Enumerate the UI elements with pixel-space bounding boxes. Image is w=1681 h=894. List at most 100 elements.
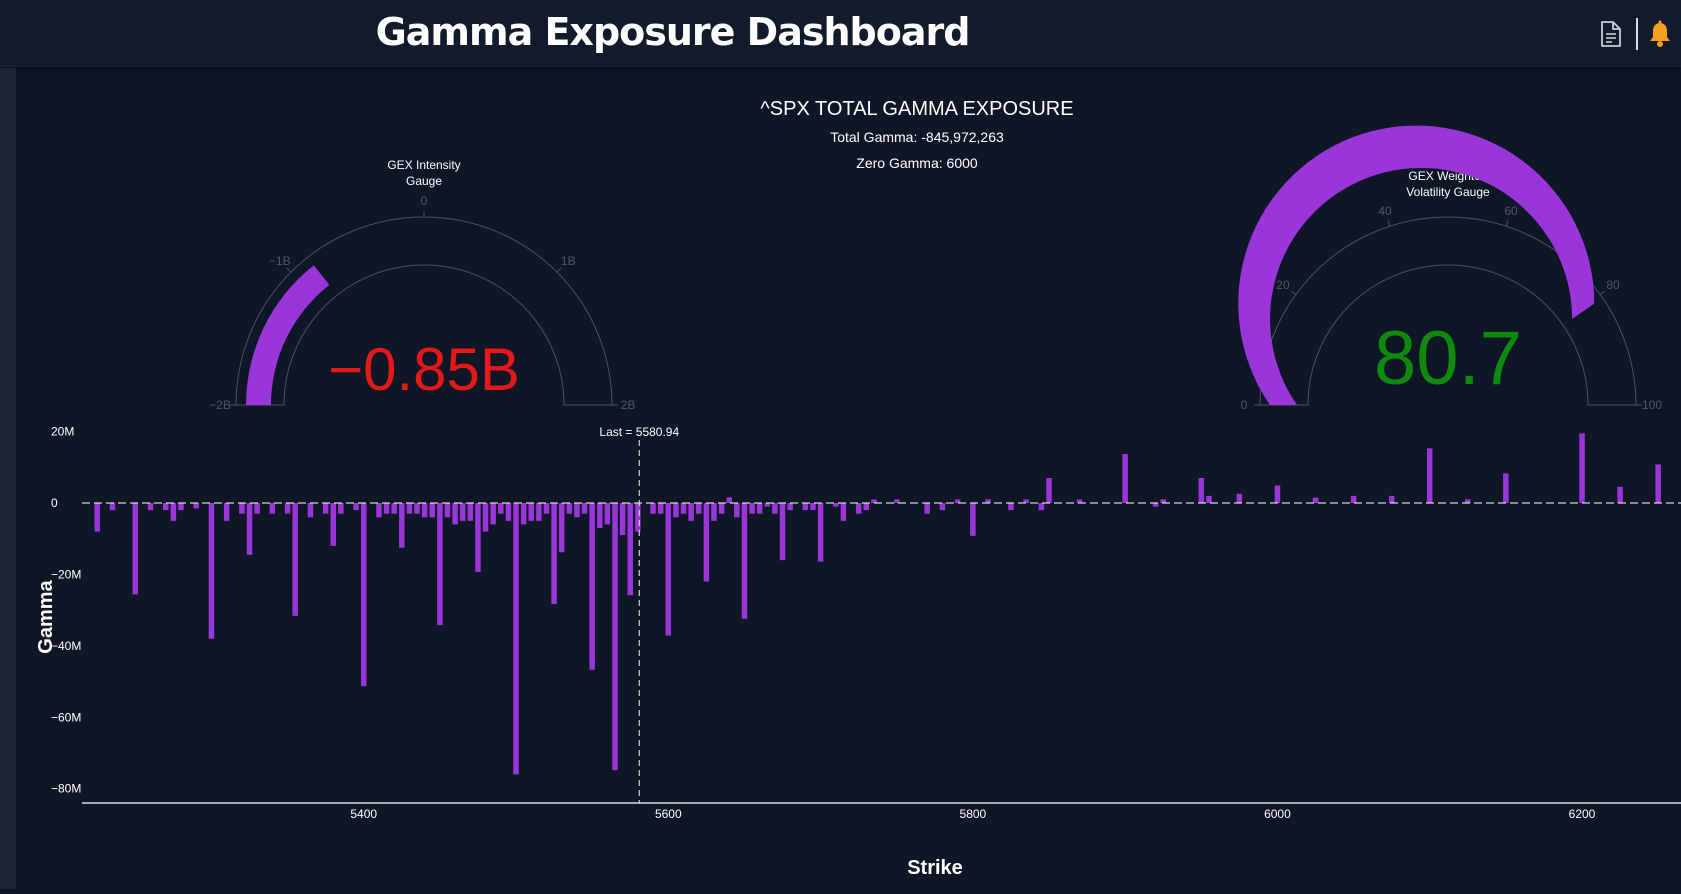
y-tick-label: 0 — [51, 496, 58, 510]
gamma-bar — [802, 503, 809, 511]
gamma-bar — [353, 503, 359, 511]
gamma-bar — [619, 503, 626, 536]
gamma-bar — [1312, 497, 1319, 503]
gamma-bar — [498, 503, 504, 514]
zero-gamma-text: Zero Gamma: 6000 — [856, 155, 978, 171]
gauge-tick-label: 40 — [1378, 204, 1392, 218]
gamma-bar — [924, 503, 930, 514]
gamma-bar — [490, 503, 496, 525]
gamma-bar — [772, 503, 778, 514]
gamma-bar — [871, 499, 877, 503]
y-tick-label: −20M — [51, 567, 81, 581]
gamma-bar — [810, 503, 816, 511]
gamma-bar — [1076, 499, 1083, 503]
x-tick-label: 6200 — [1569, 807, 1596, 821]
gauge-tick-label: 80 — [1606, 278, 1620, 292]
gamma-bar — [787, 503, 793, 511]
gamma-bar — [817, 503, 824, 562]
gamma-bar — [597, 503, 603, 528]
gamma-bar — [1008, 503, 1014, 511]
gauge-tick-label: 0 — [1241, 398, 1248, 412]
gauge-tick — [1387, 220, 1391, 227]
y-tick-label: −40M — [51, 639, 81, 653]
gamma-bar — [726, 497, 732, 503]
gamma-bar — [284, 503, 291, 514]
gamma-bar — [711, 503, 717, 521]
gamma-bar — [437, 503, 443, 626]
gamma-bar — [536, 503, 542, 521]
gamma-bar — [665, 503, 672, 636]
top-bar: Gamma Exposure Dashboard — [0, 0, 1681, 67]
gamma-bar — [322, 503, 329, 514]
gauge-tick-label: −2B — [209, 398, 231, 412]
gamma-bar — [1503, 473, 1509, 503]
gamma-bar — [383, 503, 390, 514]
gauge-tick-label: 100 — [1642, 398, 1662, 412]
gamma-bar — [1274, 485, 1281, 503]
gauge-tick-label: 1B — [561, 254, 576, 268]
gamma-bar — [307, 503, 314, 518]
gauge-tick-label: −1B — [269, 254, 291, 268]
gamma-bar — [833, 503, 839, 507]
y-axis-title: Gamma — [35, 579, 57, 653]
gamma-bar — [840, 503, 847, 521]
gamma-bar — [855, 503, 862, 514]
gamma-bar — [589, 503, 595, 670]
gamma-bar — [680, 503, 687, 514]
total-gamma-text: Total Gamma: -845,972,263 — [830, 129, 1004, 145]
gamma-bar — [1617, 486, 1623, 503]
left-sidebar-strip — [0, 68, 16, 889]
gamma-bar — [421, 503, 428, 518]
gamma-bar — [893, 499, 900, 503]
bell-icon[interactable] — [1648, 20, 1672, 48]
gamma-bar — [147, 503, 154, 511]
gamma-bar — [399, 503, 405, 548]
gamma-bar — [246, 503, 253, 555]
gamma-bar — [459, 503, 466, 521]
gamma-bar — [612, 503, 618, 771]
gamma-bar — [1388, 495, 1395, 503]
gauge-tick-label: 60 — [1504, 204, 1518, 218]
gamma-bar — [376, 503, 382, 518]
app-title: Gamma Exposure Dashboard — [375, 10, 971, 54]
intensity-gauge-title-2: Gauge — [406, 174, 442, 188]
y-tick-label: −80M — [51, 782, 81, 796]
gamma-bar — [574, 503, 580, 518]
gauge-tick — [286, 267, 292, 273]
gamma-bar — [718, 503, 725, 514]
gamma-bar — [208, 503, 215, 639]
gamma-bar — [414, 503, 420, 514]
gamma-bar — [1236, 493, 1243, 503]
gamma-bar — [163, 503, 169, 511]
gamma-bar — [551, 503, 557, 605]
last-price-label: Last = 5580.94 — [599, 425, 679, 439]
gamma-bar — [1655, 464, 1661, 503]
toolbar-divider — [1636, 18, 1638, 50]
gauge-tick-label: 0 — [421, 194, 428, 208]
gamma-bar — [482, 503, 489, 532]
gamma-bar — [627, 503, 633, 596]
gamma-bar — [703, 503, 710, 582]
gamma-bar — [391, 503, 397, 514]
gamma-bar — [1426, 448, 1433, 503]
gex-intensity-gauge: GEX Intensity Gauge −2B −1B 0 1B 2B −0.85B — [209, 158, 635, 412]
gamma-bar — [970, 503, 976, 536]
gamma-bar — [1465, 499, 1471, 503]
gamma-bar — [1023, 499, 1029, 503]
gauge-outline — [235, 216, 613, 406]
gamma-bar — [1038, 503, 1045, 511]
x-tick-label: 5400 — [350, 807, 377, 821]
gamma-bar — [360, 503, 367, 687]
plot-area: ^SPX TOTAL GAMMA EXPOSURE Total Gamma: -… — [0, 68, 1681, 889]
document-icon[interactable] — [1599, 20, 1623, 48]
gamma-bar — [109, 503, 116, 511]
volatility-gauge-title-2: Volatility Gauge — [1406, 185, 1490, 199]
gamma-bar — [475, 503, 481, 572]
gamma-bar — [505, 503, 512, 521]
summary-title: ^SPX TOTAL GAMMA EXPOSURE — [760, 98, 1073, 120]
gamma-bar — [1152, 503, 1159, 507]
x-tick-label: 5800 — [960, 807, 987, 821]
gamma-bar — [566, 503, 573, 514]
x-tick-label: 6000 — [1264, 807, 1291, 821]
